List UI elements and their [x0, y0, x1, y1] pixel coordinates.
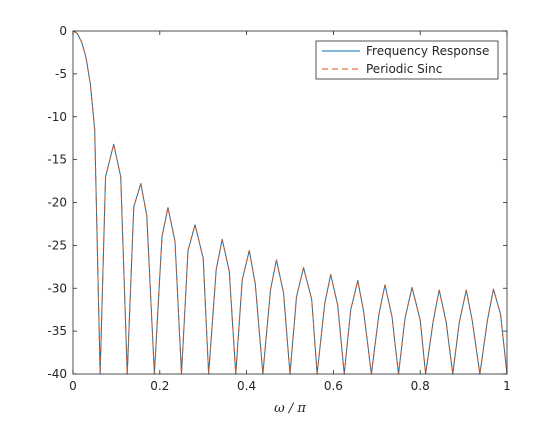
y-tick-label: -40	[47, 367, 67, 381]
legend-label-periodic-sinc: Periodic Sinc	[366, 62, 442, 76]
y-tick-label: 0	[59, 24, 67, 38]
y-tick-label: -5	[55, 67, 67, 81]
x-tick-label: 0.8	[411, 379, 430, 393]
x-axis-ticks: 0 0.2 0.4 0.6 0.8 1	[69, 31, 511, 393]
legend-box	[315, 40, 499, 80]
series-layer	[72, 30, 508, 375]
legend: Frequency Response Periodic Sinc	[315, 40, 499, 80]
x-tick-label: 0	[69, 379, 77, 393]
y-axis-ticks: 0 -5 -10 -15 -20 -25 -30 -35 -40	[47, 24, 507, 381]
x-axis-label: ω / π	[274, 401, 306, 416]
y-tick-label: -10	[47, 110, 67, 124]
y-tick-label: -25	[47, 238, 67, 252]
x-tick-label: 0.4	[237, 379, 256, 393]
legend-label-frequency-response: Frequency Response	[366, 44, 489, 58]
x-tick-label: 1	[503, 379, 511, 393]
y-tick-label: -20	[47, 196, 67, 210]
plot-area	[73, 31, 507, 374]
y-tick-label: -15	[47, 153, 67, 167]
y-tick-label: -35	[47, 324, 67, 338]
x-tick-label: 0.2	[150, 379, 169, 393]
series-line-periodic-sinc	[72, 30, 508, 375]
x-tick-label: 0.6	[324, 379, 343, 393]
y-tick-label: -30	[47, 281, 67, 295]
